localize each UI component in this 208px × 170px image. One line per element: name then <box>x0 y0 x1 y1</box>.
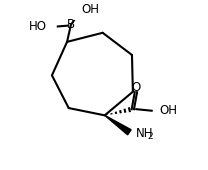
Text: OH: OH <box>159 104 177 117</box>
Polygon shape <box>105 115 131 135</box>
Text: B: B <box>67 18 75 31</box>
Text: NH: NH <box>136 126 153 140</box>
Text: HO: HO <box>29 20 47 33</box>
Text: OH: OH <box>81 3 99 16</box>
Text: 2: 2 <box>147 132 153 141</box>
Text: O: O <box>131 81 140 94</box>
